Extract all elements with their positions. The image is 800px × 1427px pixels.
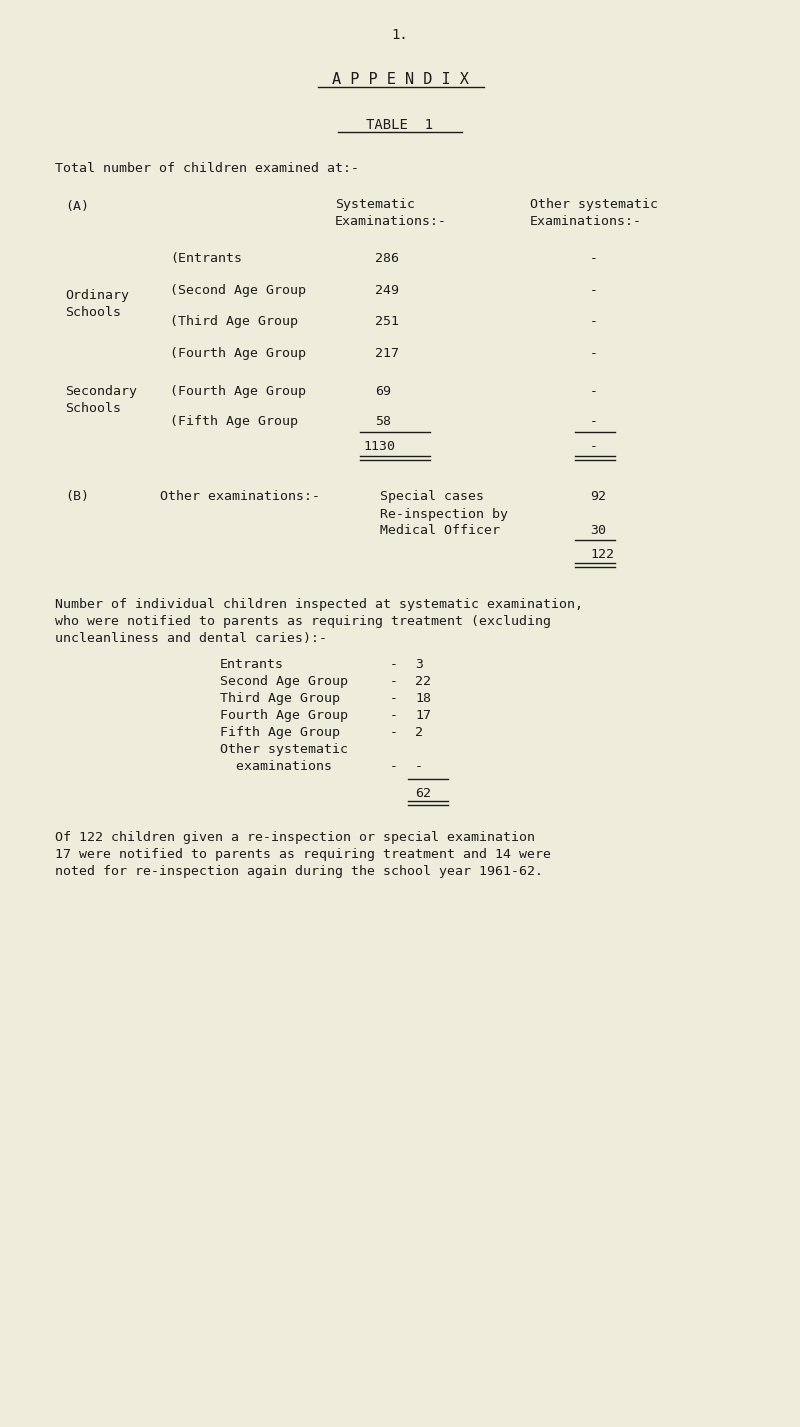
Text: 122: 122 [590,548,614,561]
Text: (Entrants: (Entrants [170,253,242,265]
Text: -: - [590,315,598,328]
Text: (A): (A) [65,200,89,213]
Text: 2: 2 [415,726,423,739]
Text: Second Age Group: Second Age Group [220,675,348,688]
Text: (Fourth Age Group: (Fourth Age Group [170,347,306,360]
Text: 18: 18 [415,692,431,705]
Text: 249: 249 [375,284,399,297]
Text: -: - [390,726,398,739]
Text: (Fourth Age Group: (Fourth Age Group [170,385,306,398]
Text: Secondary: Secondary [65,385,137,398]
Text: -: - [590,440,598,452]
Text: -: - [390,675,398,688]
Text: 3: 3 [415,658,423,671]
Text: -: - [390,692,398,705]
Text: Examinations:-: Examinations:- [530,215,642,228]
Text: (Third Age Group: (Third Age Group [170,315,298,328]
Text: (Fifth Age Group: (Fifth Age Group [170,415,298,428]
Text: 58: 58 [375,415,391,428]
Text: -: - [590,385,598,398]
Text: -: - [390,761,398,773]
Text: -: - [390,709,398,722]
Text: 217: 217 [375,347,399,360]
Text: -: - [390,658,398,671]
Text: Ordinary: Ordinary [65,290,129,303]
Text: Schools: Schools [65,402,121,415]
Text: TABLE  1: TABLE 1 [366,118,434,133]
Text: 286: 286 [375,253,399,265]
Text: uncleanliness and dental caries):-: uncleanliness and dental caries):- [55,632,327,645]
Text: -: - [590,253,598,265]
Text: Medical Officer: Medical Officer [380,524,500,537]
Text: Third Age Group: Third Age Group [220,692,340,705]
Text: Systematic: Systematic [335,198,415,211]
Text: Special cases: Special cases [380,489,484,502]
Text: (B): (B) [65,489,89,502]
Text: -: - [415,761,423,773]
Text: Fifth Age Group: Fifth Age Group [220,726,340,739]
Text: (Second Age Group: (Second Age Group [170,284,306,297]
Text: 17 were notified to parents as requiring treatment and 14 were: 17 were notified to parents as requiring… [55,848,551,860]
Text: 69: 69 [375,385,391,398]
Text: 62: 62 [415,788,431,801]
Text: A P P E N D I X: A P P E N D I X [331,71,469,87]
Text: 251: 251 [375,315,399,328]
Text: Entrants: Entrants [220,658,284,671]
Text: Total number of children examined at:-: Total number of children examined at:- [55,163,359,176]
Text: 1.: 1. [392,29,408,41]
Text: Fourth Age Group: Fourth Age Group [220,709,348,722]
Text: Other examinations:-: Other examinations:- [160,489,320,502]
Text: -: - [590,415,598,428]
Text: Re-inspection by: Re-inspection by [380,508,508,521]
Text: 17: 17 [415,709,431,722]
Text: Of 122 children given a re-inspection or special examination: Of 122 children given a re-inspection or… [55,831,535,843]
Text: 92: 92 [590,489,606,502]
Text: 22: 22 [415,675,431,688]
Text: Examinations:-: Examinations:- [335,215,447,228]
Text: Other systematic: Other systematic [530,198,658,211]
Text: -: - [590,284,598,297]
Text: Other systematic: Other systematic [220,743,348,756]
Text: 1130: 1130 [363,440,395,452]
Text: who were notified to parents as requiring treatment (excluding: who were notified to parents as requirin… [55,615,551,628]
Text: Schools: Schools [65,305,121,320]
Text: examinations: examinations [220,761,332,773]
Text: noted for re-inspection again during the school year 1961-62.: noted for re-inspection again during the… [55,865,543,878]
Text: -: - [590,347,598,360]
Text: Number of individual children inspected at systematic examination,: Number of individual children inspected … [55,598,583,611]
Text: 30: 30 [590,524,606,537]
